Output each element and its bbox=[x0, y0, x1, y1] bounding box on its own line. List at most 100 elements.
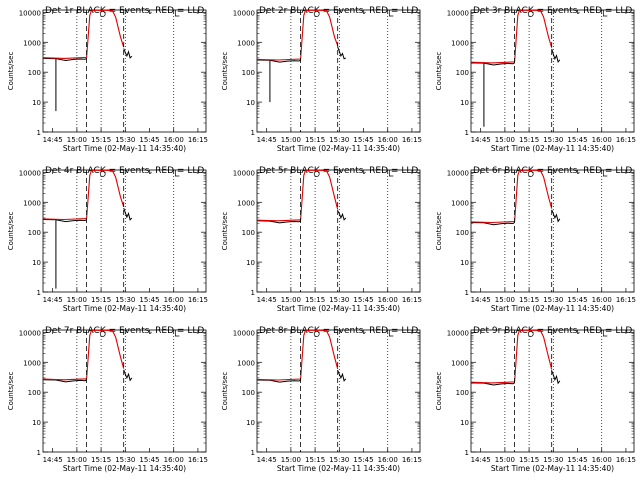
plot-frame bbox=[256, 329, 421, 453]
plot-frame bbox=[42, 9, 207, 133]
plot-frame bbox=[42, 329, 207, 453]
y-tick-label: 10 bbox=[460, 259, 469, 267]
detector-panel-5: Det 5r BLACK = Events, RED = LLD 1 10 100 10… bbox=[221, 166, 422, 313]
x-tick-label: 15:30 bbox=[543, 456, 563, 464]
x-tick-label: 16:00 bbox=[164, 456, 184, 464]
x-tick-label: 16:15 bbox=[188, 296, 208, 304]
y-tick-label: 1 bbox=[37, 289, 41, 297]
x-tick-label: 15:15 bbox=[91, 136, 111, 144]
x-tick-label: 16:00 bbox=[378, 136, 398, 144]
saa-marker bbox=[99, 171, 106, 177]
saa-marker bbox=[527, 331, 534, 337]
y-tick-label: 1000 bbox=[23, 39, 41, 47]
panel-title: Det 1r BLACK = Events, RED = LLD bbox=[45, 6, 204, 16]
x-tick-label: 15:00 bbox=[281, 456, 301, 464]
x-tick-label: 16:00 bbox=[592, 136, 612, 144]
x-tick-label: 15:30 bbox=[329, 456, 349, 464]
detector-panel-6: Det 6r BLACK = Events, RED = LLD 1 10 100 10… bbox=[435, 166, 636, 313]
saa-marker bbox=[99, 331, 106, 337]
x-axis-label: Start Time (02-May-11 14:35:40) bbox=[491, 304, 614, 313]
x-tick-label: 15:30 bbox=[329, 296, 349, 304]
end-marker bbox=[174, 330, 180, 337]
y-tick-label: 1 bbox=[251, 449, 255, 457]
lld-line bbox=[256, 9, 339, 61]
y-tick-label: 1 bbox=[465, 289, 469, 297]
y-tick-label: 1 bbox=[37, 129, 41, 137]
x-tick-label: 15:45 bbox=[353, 136, 373, 144]
y-tick-label: 100 bbox=[242, 389, 255, 397]
x-tick-label: 15:00 bbox=[495, 136, 515, 144]
saa-marker bbox=[99, 11, 106, 17]
detector-panel-7: Det 7r BLACK = Events, RED = LLD 1 10 100 10… bbox=[7, 326, 208, 473]
y-axis-label: Counts/sec bbox=[221, 212, 229, 251]
y-tick-label: 10 bbox=[460, 99, 469, 107]
events-tail bbox=[551, 48, 561, 63]
saa-marker bbox=[527, 11, 534, 17]
events-tail bbox=[551, 209, 561, 223]
x-tick-label: 14:45 bbox=[43, 456, 63, 464]
panel-title: Det 4r BLACK = Events, RED = LLD bbox=[45, 166, 204, 176]
y-tick-label: 10000 bbox=[233, 9, 255, 17]
x-tick-label: 15:00 bbox=[281, 296, 301, 304]
x-tick-label: 16:15 bbox=[616, 456, 636, 464]
y-axis-label: Counts/sec bbox=[435, 212, 443, 251]
y-tick-label: 10000 bbox=[233, 169, 255, 177]
x-axis-label: Start Time (02-May-11 14:35:40) bbox=[277, 304, 400, 313]
panel-title: Det 8r BLACK = Events, RED = LLD bbox=[259, 326, 418, 336]
plot-frame bbox=[256, 9, 421, 133]
y-tick-label: 10000 bbox=[19, 329, 41, 337]
detector-panel-4: Det 4r BLACK = Events, RED = LLD 1 10 100 10… bbox=[7, 166, 208, 313]
end-marker bbox=[602, 170, 608, 177]
x-tick-label: 16:15 bbox=[188, 136, 208, 144]
y-tick-label: 1000 bbox=[451, 199, 469, 207]
y-tick-label: 1000 bbox=[451, 39, 469, 47]
saa-marker bbox=[313, 11, 320, 17]
lld-line bbox=[42, 9, 125, 59]
y-axis-label: Counts/sec bbox=[435, 52, 443, 91]
x-tick-label: 15:30 bbox=[115, 296, 135, 304]
lld-line bbox=[470, 9, 553, 64]
panel-title: Det 6r BLACK = Events, RED = LLD bbox=[473, 166, 632, 176]
x-tick-label: 15:45 bbox=[567, 136, 587, 144]
x-tick-label: 15:15 bbox=[519, 296, 539, 304]
y-tick-label: 10000 bbox=[447, 169, 469, 177]
x-tick-label: 16:15 bbox=[616, 136, 636, 144]
events-tail bbox=[337, 210, 347, 221]
plot-frame bbox=[470, 169, 635, 293]
plot-frame bbox=[42, 169, 207, 293]
x-tick-label: 15:45 bbox=[567, 456, 587, 464]
plot-frame bbox=[256, 169, 421, 293]
x-tick-label: 15:15 bbox=[519, 456, 539, 464]
end-marker bbox=[602, 10, 608, 17]
y-tick-label: 1000 bbox=[237, 199, 255, 207]
events-tail bbox=[337, 46, 347, 60]
x-tick-label: 14:45 bbox=[43, 136, 63, 144]
plot-frame bbox=[470, 9, 635, 133]
x-tick-label: 15:45 bbox=[353, 296, 373, 304]
x-tick-label: 15:00 bbox=[495, 296, 515, 304]
x-tick-label: 14:45 bbox=[471, 296, 491, 304]
x-tick-label: 15:30 bbox=[543, 136, 563, 144]
events-tail bbox=[123, 369, 133, 382]
y-tick-label: 1000 bbox=[237, 359, 255, 367]
x-tick-label: 15:00 bbox=[281, 136, 301, 144]
x-tick-label: 15:15 bbox=[305, 136, 325, 144]
panel-title: Det 7r BLACK = Events, RED = LLD bbox=[45, 326, 204, 336]
x-tick-label: 14:45 bbox=[257, 456, 277, 464]
x-tick-label: 15:45 bbox=[353, 456, 373, 464]
lld-line bbox=[42, 329, 125, 381]
y-tick-label: 10000 bbox=[19, 9, 41, 17]
x-tick-label: 15:45 bbox=[139, 456, 159, 464]
x-tick-label: 16:00 bbox=[592, 296, 612, 304]
y-tick-label: 1000 bbox=[237, 39, 255, 47]
x-axis-label: Start Time (02-May-11 14:35:40) bbox=[63, 464, 186, 473]
x-tick-label: 14:45 bbox=[257, 136, 277, 144]
y-axis-label: Counts/sec bbox=[221, 372, 229, 411]
y-tick-label: 10 bbox=[246, 419, 255, 427]
lld-line bbox=[42, 169, 125, 221]
y-tick-label: 100 bbox=[242, 229, 255, 237]
y-tick-label: 10 bbox=[32, 99, 41, 107]
x-tick-label: 14:45 bbox=[43, 296, 63, 304]
events-tail bbox=[551, 370, 561, 385]
